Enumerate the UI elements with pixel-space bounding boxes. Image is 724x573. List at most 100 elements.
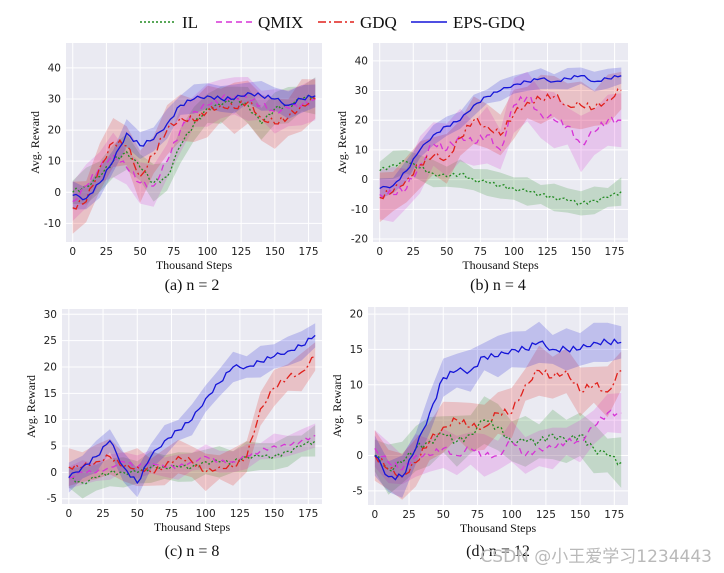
y-tick-label: 40 <box>48 62 61 74</box>
band-qmix <box>379 71 622 222</box>
chart-panel-2: 0 25 50 75 100 125 150 175 -20 -10 0 10 20 30 40 Thousa… <box>335 43 628 294</box>
x-tick-label: 175 <box>299 246 319 258</box>
x-tick-label: 75 <box>471 509 484 521</box>
line-eps-gdq <box>68 334 316 485</box>
x-axis-label: Thousand Steps <box>156 258 233 272</box>
plot-area <box>62 309 322 504</box>
x-tick-label: 100 <box>504 246 524 258</box>
y-tick-label: 0 <box>356 450 363 462</box>
panel-caption: (a) n = 2 <box>165 277 220 294</box>
x-tick-label: 25 <box>402 509 415 521</box>
line-gdq <box>379 88 622 200</box>
series-group <box>374 321 622 500</box>
x-tick-label: 150 <box>570 509 590 521</box>
panel-caption: (d) n = 12 <box>466 543 530 560</box>
line-il <box>374 419 622 473</box>
x-tick-label: 100 <box>197 246 217 258</box>
plot-area <box>368 307 628 505</box>
band-gdq <box>68 342 316 492</box>
panel-caption: (c) n = 8 <box>165 543 220 560</box>
band-il <box>379 150 622 216</box>
chart-panel-4: 0 25 50 75 100 125 150 175 -5 0 5 10 15 20 Thousand St… <box>330 307 628 560</box>
x-tick-label: 150 <box>571 246 591 258</box>
x-tick-label: 125 <box>230 508 250 520</box>
x-tick-label: 125 <box>231 246 251 258</box>
y-tick-label: 10 <box>355 144 368 156</box>
band-eps-gdq <box>374 321 622 498</box>
watermark: CSDN @小王爱学习1234443 <box>480 547 712 567</box>
x-tick-label: 175 <box>605 246 625 258</box>
y-tick-label: 40 <box>355 55 368 67</box>
series-group <box>72 77 316 234</box>
y-axis-label: Avg. Reward <box>28 111 42 174</box>
y-axis-label: Avg. Reward <box>330 374 344 437</box>
x-tick-label: 100 <box>196 508 216 520</box>
x-tick-label: 25 <box>407 246 420 258</box>
line-eps-gdq <box>72 92 316 201</box>
x-tick-label: 175 <box>604 509 624 521</box>
x-tick-label: 50 <box>437 509 450 521</box>
band-eps-gdq <box>379 67 622 199</box>
x-axis-label: Thousand Steps <box>154 520 231 534</box>
band-qmix <box>374 393 622 485</box>
band-gdq <box>374 345 622 500</box>
y-tick-label: 0 <box>50 467 57 479</box>
y-tick-label: 15 <box>44 388 57 400</box>
y-tick-label: 5 <box>356 415 363 427</box>
x-tick-label: 125 <box>536 509 556 521</box>
legend-label-il: IL <box>182 13 198 32</box>
line-qmix <box>72 94 316 203</box>
legend-label-gdq: GDQ <box>360 13 397 32</box>
series-group <box>379 67 622 223</box>
x-axis-label: Thousand Steps <box>460 521 537 535</box>
x-tick-label: 25 <box>100 246 113 258</box>
x-tick-label: 175 <box>298 508 318 520</box>
y-tick-label: 10 <box>48 156 61 168</box>
x-tick-label: 75 <box>165 508 178 520</box>
legend: IL QMIX GDQ EPS-GDQ <box>140 13 525 32</box>
y-tick-label: 15 <box>350 344 363 356</box>
line-gdq <box>68 355 316 474</box>
series-group <box>68 323 316 499</box>
x-tick-label: 50 <box>131 508 144 520</box>
chart-panel-1: 0 25 50 75 100 125 150 175 -10 0 10 20 30 40 Thousand … <box>28 43 322 294</box>
line-gdq <box>374 369 622 479</box>
plot-area <box>66 43 322 242</box>
x-tick-label: 75 <box>474 246 487 258</box>
line-eps-gdq <box>379 74 622 190</box>
x-tick-label: 75 <box>167 246 180 258</box>
x-axis-label: Thousand Steps <box>462 258 539 272</box>
x-tick-label: 50 <box>440 246 453 258</box>
x-tick-label: 0 <box>65 508 72 520</box>
y-tick-label: 20 <box>44 361 57 373</box>
y-tick-label: 20 <box>355 115 368 127</box>
panel-caption: (b) n = 4 <box>470 277 526 294</box>
y-tick-label: 25 <box>44 335 57 347</box>
y-tick-label: -20 <box>351 234 368 246</box>
line-qmix <box>374 409 622 471</box>
y-tick-label: 30 <box>44 309 57 321</box>
y-tick-label: 20 <box>350 309 363 321</box>
y-tick-label: 30 <box>355 85 368 97</box>
x-tick-label: 0 <box>371 509 378 521</box>
chart-panel-3: 0 25 50 75 100 125 150 175 -5 0 5 10 15 20 25 30 Thousan… <box>24 309 322 560</box>
legend-label-eps-gdq: EPS-GDQ <box>453 13 525 32</box>
line-eps-gdq <box>374 338 622 481</box>
y-tick-label: 10 <box>44 414 57 426</box>
y-tick-label: -10 <box>351 204 368 216</box>
x-tick-label: 50 <box>133 246 146 258</box>
x-tick-label: 100 <box>502 509 522 521</box>
x-tick-label: 150 <box>264 508 284 520</box>
y-tick-label: 0 <box>54 187 61 199</box>
y-axis-label: Avg. Reward <box>335 111 349 174</box>
band-qmix <box>72 77 316 221</box>
y-tick-label: 0 <box>361 174 368 186</box>
x-tick-label: 0 <box>376 246 383 258</box>
y-tick-label: -5 <box>47 493 57 505</box>
y-axis-label: Avg. Reward <box>24 375 38 438</box>
y-tick-label: 30 <box>48 93 61 105</box>
y-tick-label: 20 <box>48 125 61 137</box>
y-tick-label: -10 <box>44 218 61 230</box>
band-gdq <box>72 79 316 234</box>
